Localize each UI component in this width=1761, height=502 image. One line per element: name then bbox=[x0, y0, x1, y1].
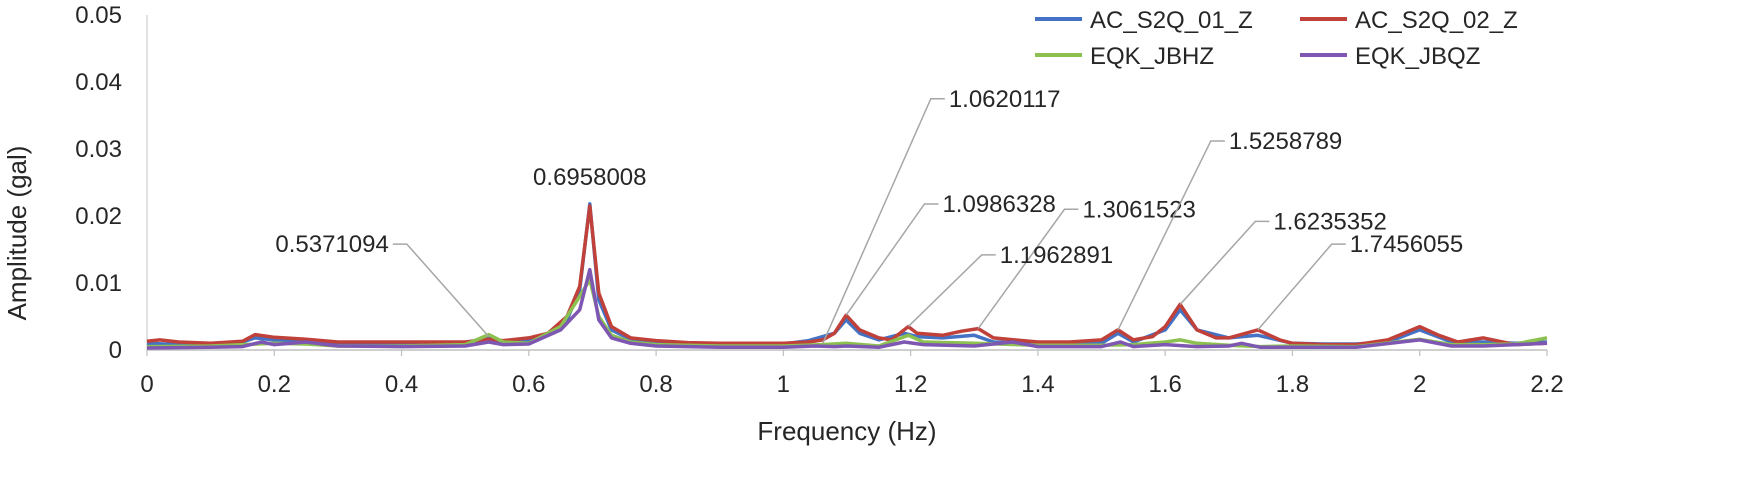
x-tick-label: 0.8 bbox=[639, 371, 672, 398]
data-label: 1.1962891 bbox=[1000, 242, 1113, 269]
x-tick-label: 2.2 bbox=[1530, 371, 1563, 398]
y-tick-label: 0.02 bbox=[75, 203, 122, 230]
leader-line bbox=[392, 243, 490, 338]
legend-label: AC_S2Q_01_Z bbox=[1090, 7, 1253, 34]
data-label: 1.0620117 bbox=[949, 86, 1061, 113]
y-tick-label: 0 bbox=[109, 337, 122, 364]
data-label: 0.5371094 bbox=[275, 231, 388, 258]
y-tick-label: 0.03 bbox=[75, 136, 122, 163]
leader-line bbox=[822, 98, 945, 344]
legend-label: AC_S2Q_02_Z bbox=[1355, 7, 1518, 34]
x-tick-label: 1.4 bbox=[1021, 371, 1054, 398]
x-tick-label: 1.2 bbox=[894, 371, 927, 398]
data-label: 1.0986328 bbox=[942, 191, 1055, 218]
y-axis-title: Amplitude (gal) bbox=[2, 146, 32, 321]
x-tick-label: 0.4 bbox=[385, 371, 418, 398]
y-tick-label: 0.01 bbox=[75, 270, 122, 297]
leader-line bbox=[907, 254, 996, 328]
leader-line bbox=[1117, 140, 1225, 331]
x-tick-label: 0.2 bbox=[258, 371, 291, 398]
series-group bbox=[146, 202, 1548, 350]
legend-label: EQK_JBHZ bbox=[1090, 43, 1214, 70]
series-line-ac-s2q-01-z bbox=[146, 202, 1548, 347]
x-tick-label: 1 bbox=[777, 371, 790, 398]
axes: 0 0.2 0.4 0.6 0.8 1 1.2 1.4 1.6 1.8 2 2.2 0 0.01 0.02 0… bbox=[75, 2, 1563, 398]
annotations: 0.5371094 0.6958008 1.0620117 1.0986328 1.30… bbox=[275, 86, 1463, 344]
leader-line bbox=[1179, 220, 1270, 305]
leader-line bbox=[845, 203, 939, 316]
x-tick-label: 1.6 bbox=[1148, 371, 1181, 398]
data-label: 1.3061523 bbox=[1082, 196, 1195, 223]
x-tick-label: 2 bbox=[1413, 371, 1426, 398]
x-tick-label: 0 bbox=[140, 371, 153, 398]
data-label: 1.5258789 bbox=[1229, 128, 1342, 155]
legend: AC_S2Q_01_Z AC_S2Q_02_Z EQK_JBHZ EQK_JBQZ bbox=[1035, 7, 1518, 70]
y-tick-label: 0.04 bbox=[75, 69, 122, 96]
data-label: 1.6235352 bbox=[1273, 208, 1386, 235]
data-label: 1.7456055 bbox=[1350, 231, 1463, 258]
leader-line bbox=[977, 208, 1079, 329]
x-tick-label: 0.6 bbox=[512, 371, 545, 398]
data-label: 0.6958008 bbox=[533, 164, 646, 191]
legend-label: EQK_JBQZ bbox=[1355, 43, 1480, 70]
leader-line bbox=[1257, 243, 1346, 331]
x-axis-title: Frequency (Hz) bbox=[757, 416, 936, 446]
series-line-ac-s2q-02-z bbox=[146, 204, 1548, 347]
x-tick-label: 1.8 bbox=[1276, 371, 1309, 398]
series-line-eqk-jbqz bbox=[146, 267, 1548, 350]
y-tick-label: 0.05 bbox=[75, 2, 122, 29]
